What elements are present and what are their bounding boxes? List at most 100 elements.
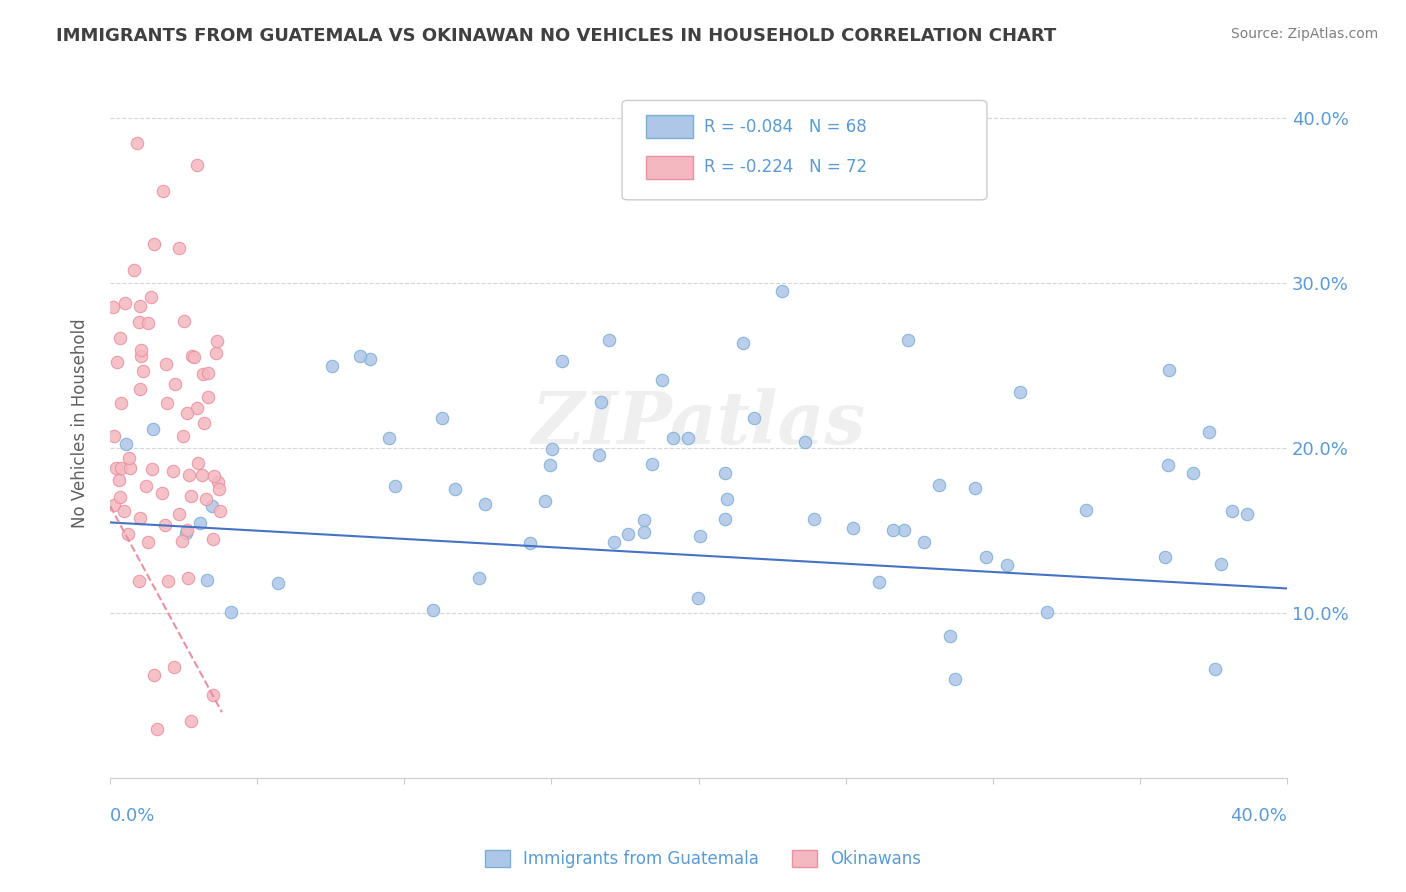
Point (173, 313, 195, 327)
Point (197, 573, 219, 587)
Point (167, 508, 190, 522)
Point (177, 467, 200, 482)
Point (474, 497, 496, 511)
Point (142, 421, 165, 435)
Point (129, 382, 152, 396)
Point (974, 550, 997, 565)
Point (205, 334, 228, 348)
Point (1198, 425, 1220, 439)
Point (180, 349, 202, 363)
Point (209, 504, 232, 518)
Point (219, 605, 242, 619)
Point (177, 571, 200, 585)
Text: R = -0.224   N = 72: R = -0.224 N = 72 (704, 158, 868, 177)
Point (1211, 558, 1233, 572)
Point (208, 483, 231, 497)
Point (103, 429, 125, 443)
Point (118, 461, 141, 475)
Point (202, 468, 225, 483)
Point (176, 405, 198, 419)
Point (195, 491, 218, 506)
Point (384, 479, 406, 493)
Point (893, 523, 915, 537)
Point (633, 513, 655, 527)
Point (183, 350, 205, 364)
Point (588, 448, 610, 462)
Point (162, 464, 184, 478)
Point (689, 529, 711, 543)
Point (422, 602, 444, 616)
Point (138, 316, 160, 330)
Point (136, 534, 159, 549)
Point (143, 236, 166, 251)
Point (155, 357, 177, 371)
Point (1154, 549, 1177, 564)
Point (172, 429, 194, 443)
Point (108, 473, 131, 487)
Point (110, 461, 132, 475)
Point (321, 359, 343, 373)
Point (162, 660, 184, 674)
Point (180, 489, 202, 503)
Point (1157, 458, 1180, 472)
Text: ZIPatlas: ZIPatlas (531, 388, 866, 458)
Point (742, 411, 765, 425)
Point (150, 485, 173, 500)
Point (868, 574, 890, 589)
Point (598, 334, 620, 348)
Point (105, 460, 128, 475)
Point (197, 390, 219, 404)
Text: 0.0%: 0.0% (110, 807, 156, 825)
Point (519, 536, 541, 550)
Point (468, 570, 491, 584)
Point (139, 290, 162, 304)
Point (995, 558, 1018, 573)
Point (1182, 466, 1205, 480)
Point (186, 158, 208, 172)
Point (155, 518, 177, 533)
Point (118, 451, 141, 466)
Point (943, 672, 966, 686)
Point (1036, 606, 1059, 620)
Point (882, 523, 904, 537)
Point (156, 396, 179, 410)
Point (770, 285, 793, 299)
Point (714, 466, 737, 480)
Point (134, 478, 156, 492)
Point (157, 574, 180, 589)
Point (633, 524, 655, 539)
Point (128, 299, 150, 313)
Point (349, 349, 371, 363)
Point (169, 241, 191, 255)
Point (163, 376, 186, 391)
Point (444, 482, 467, 496)
Point (897, 333, 920, 347)
Point (731, 336, 754, 351)
Point (193, 417, 215, 431)
Point (716, 491, 738, 506)
Point (551, 353, 574, 368)
Point (112, 503, 135, 517)
Point (714, 512, 737, 526)
Bar (645, 115, 693, 138)
Point (180, 714, 202, 728)
Text: R = -0.084   N = 68: R = -0.084 N = 68 (704, 118, 868, 136)
Point (359, 351, 381, 366)
Point (661, 431, 683, 445)
Point (114, 296, 136, 310)
Point (1076, 503, 1098, 517)
Point (128, 511, 150, 525)
Legend: Immigrants from Guatemala, Okinawans: Immigrants from Guatemala, Okinawans (478, 843, 928, 875)
Bar (645, 156, 693, 178)
Point (1157, 363, 1180, 377)
Point (190, 468, 212, 483)
Point (174, 526, 197, 541)
Point (202, 688, 225, 702)
Point (912, 535, 935, 549)
Point (129, 343, 152, 357)
Point (1204, 662, 1226, 676)
Point (617, 527, 640, 541)
Point (110, 490, 132, 504)
Point (132, 364, 155, 378)
Point (117, 526, 139, 541)
